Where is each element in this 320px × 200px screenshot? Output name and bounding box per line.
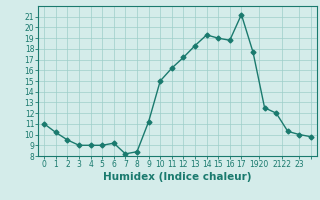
- X-axis label: Humidex (Indice chaleur): Humidex (Indice chaleur): [103, 172, 252, 182]
